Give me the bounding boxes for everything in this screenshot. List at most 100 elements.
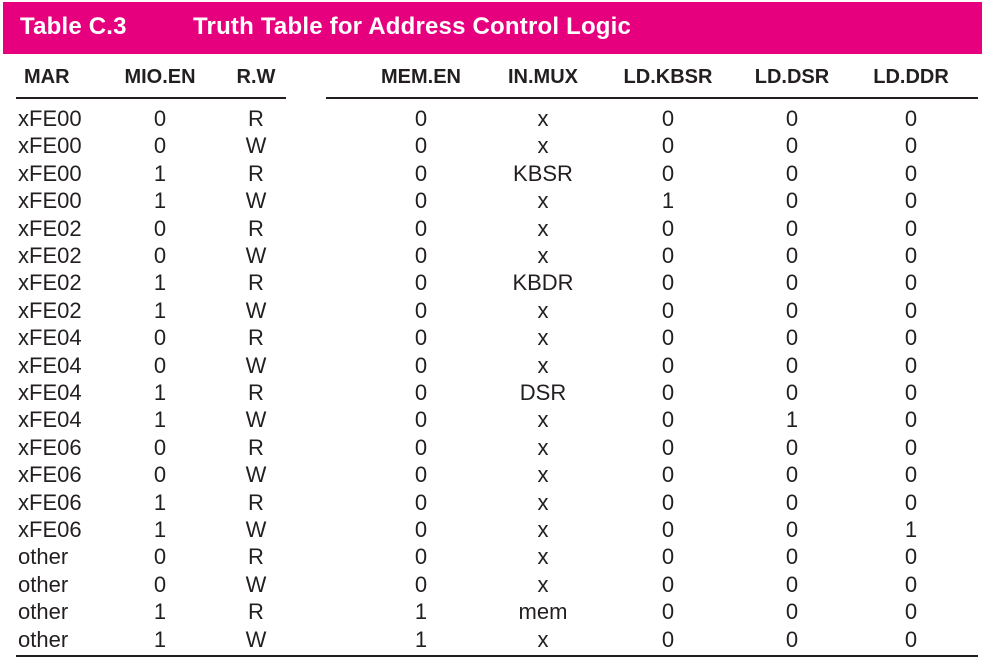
cell-in-mux: x xyxy=(537,352,549,378)
cell-ld-dsr: 0 xyxy=(785,462,799,488)
cell-mar: other xyxy=(18,599,69,625)
cell-ld-kbsr: 0 xyxy=(661,462,675,488)
cell-ld-kbsr: 0 xyxy=(661,434,675,460)
cell-mio-en: 0 xyxy=(153,243,167,268)
cell-ld-ddr: 0 xyxy=(904,215,918,241)
cell-r-w: W xyxy=(245,352,267,378)
cell-mem-en: 0 xyxy=(414,188,428,214)
cell-ld-dsr: 0 xyxy=(785,489,799,515)
cell-r-w: R xyxy=(248,544,264,570)
cell-ld-ddr: 0 xyxy=(904,489,918,515)
column-header-mio-en: MIO.EN xyxy=(124,66,196,88)
cell-mar: xFE00 xyxy=(18,133,82,159)
cell-ld-kbsr: 0 xyxy=(661,626,675,652)
cell-ld-ddr: 0 xyxy=(904,133,918,159)
cell-ld-ddr: 0 xyxy=(904,407,918,433)
column-header-in-mux: IN.MUX xyxy=(508,66,578,88)
cell-mio-en: 1 xyxy=(153,407,167,433)
cell-in-mux: x xyxy=(537,325,549,351)
cell-mar: xFE02 xyxy=(18,243,82,268)
cell-ld-kbsr: 0 xyxy=(661,407,675,433)
cell-mio-en: 1 xyxy=(153,160,167,186)
header-rule-right xyxy=(326,97,978,99)
cell-mar: other xyxy=(18,571,69,597)
cell-mem-en: 0 xyxy=(414,462,428,488)
cell-in-mux: x xyxy=(537,188,549,214)
table-title-bar: Table C.3 Truth Table for Address Contro… xyxy=(3,2,982,54)
cell-ld-kbsr: 0 xyxy=(661,270,675,296)
cell-in-mux: x xyxy=(537,297,549,323)
cell-mem-en: 0 xyxy=(414,297,428,323)
cell-ld-ddr: 0 xyxy=(904,599,918,625)
cell-ld-dsr: 1 xyxy=(785,407,799,433)
cell-ld-dsr: 0 xyxy=(785,352,799,378)
cell-mem-en: 0 xyxy=(414,160,428,186)
cell-ld-dsr: 0 xyxy=(785,599,799,625)
cell-ld-dsr: 0 xyxy=(785,243,799,268)
cell-ld-dsr: 0 xyxy=(785,106,799,131)
cell-mio-en: 0 xyxy=(153,571,167,597)
cell-mem-en: 0 xyxy=(414,380,428,405)
cell-r-w: R xyxy=(248,434,264,460)
cell-ld-kbsr: 0 xyxy=(661,544,675,570)
cell-mio-en: 0 xyxy=(153,352,167,378)
cell-ld-kbsr: 0 xyxy=(661,106,675,131)
cell-in-mux: x xyxy=(537,489,549,515)
cell-mio-en: 0 xyxy=(153,215,167,241)
cell-ld-dsr: 0 xyxy=(785,434,799,460)
cell-r-w: R xyxy=(248,380,264,405)
cell-mem-en: 0 xyxy=(414,133,428,159)
cell-in-mux: x xyxy=(537,407,549,433)
cell-mar: xFE00 xyxy=(18,106,82,131)
cell-r-w: W xyxy=(245,517,267,542)
cell-ld-ddr: 0 xyxy=(904,243,918,268)
cell-ld-ddr: 0 xyxy=(904,626,918,652)
cell-mem-en: 0 xyxy=(414,352,428,378)
cell-r-w: R xyxy=(248,489,264,515)
column-header-mar: MAR xyxy=(24,66,70,88)
cell-ld-kbsr: 0 xyxy=(661,571,675,597)
cell-ld-ddr: 0 xyxy=(904,571,918,597)
cell-in-mux: x xyxy=(537,243,549,268)
cell-mar: other xyxy=(18,626,69,652)
cell-mem-en: 0 xyxy=(414,407,428,433)
cell-mar: xFE04 xyxy=(18,380,82,405)
cell-ld-kbsr: 0 xyxy=(661,160,675,186)
cell-in-mux: KBDR xyxy=(512,270,574,296)
cell-mar: xFE06 xyxy=(18,517,82,542)
cell-mem-en: 0 xyxy=(414,243,428,268)
cell-mio-en: 1 xyxy=(153,599,167,625)
cell-mem-en: 0 xyxy=(414,544,428,570)
cell-ld-kbsr: 0 xyxy=(661,325,675,351)
cell-mem-en: 1 xyxy=(414,599,428,625)
cell-r-w: W xyxy=(245,243,267,268)
cell-mar: xFE02 xyxy=(18,215,82,241)
cell-mio-en: 0 xyxy=(153,434,167,460)
cell-in-mux: x xyxy=(537,434,549,460)
cell-r-w: W xyxy=(245,626,267,652)
cell-in-mux: x xyxy=(537,215,549,241)
cell-ld-dsr: 0 xyxy=(785,517,799,542)
cell-in-mux: x xyxy=(537,544,549,570)
cell-ld-dsr: 0 xyxy=(785,133,799,159)
cell-mem-en: 1 xyxy=(414,626,428,652)
cell-r-w: R xyxy=(248,106,264,131)
cell-ld-ddr: 0 xyxy=(904,462,918,488)
cell-r-w: W xyxy=(245,462,267,488)
cell-ld-ddr: 1 xyxy=(904,517,918,542)
cell-mio-en: 1 xyxy=(153,297,167,323)
cell-in-mux: x xyxy=(537,462,549,488)
cell-mar: xFE04 xyxy=(18,407,82,433)
cell-ld-ddr: 0 xyxy=(904,544,918,570)
table-label: Table C.3 xyxy=(20,13,127,40)
column-header-ld-kbsr: LD.KBSR xyxy=(623,66,713,88)
table-bottom-rule xyxy=(16,655,978,657)
cell-mem-en: 0 xyxy=(414,434,428,460)
cell-ld-kbsr: 0 xyxy=(661,517,675,542)
cell-r-w: R xyxy=(248,599,264,625)
cell-mio-en: 1 xyxy=(153,517,167,542)
cell-mem-en: 0 xyxy=(414,106,428,131)
cell-r-w: W xyxy=(245,188,267,214)
cell-r-w: W xyxy=(245,133,267,159)
